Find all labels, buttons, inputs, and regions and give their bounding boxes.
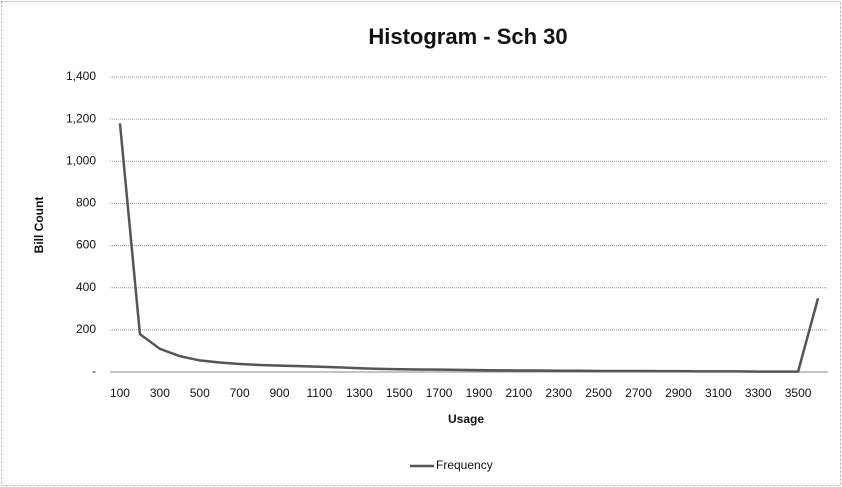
x-tick-label: 1300 — [346, 386, 373, 400]
x-tick-label: 300 — [150, 386, 170, 400]
x-axis-label: Usage — [448, 412, 484, 426]
x-tick-label: 2500 — [585, 386, 612, 400]
x-tick-label: 900 — [270, 386, 290, 400]
y-tick-label: 200 — [76, 322, 96, 336]
y-tick-label: - — [92, 364, 96, 378]
x-tick-label: 2700 — [625, 386, 652, 400]
x-tick-label: 500 — [190, 386, 210, 400]
x-tick-label: 700 — [230, 386, 250, 400]
chart-title: Histogram - Sch 30 — [368, 24, 567, 49]
x-tick-label: 2300 — [545, 386, 572, 400]
line-series — [118, 123, 820, 373]
x-tick-label: 3500 — [785, 386, 812, 400]
x-tick-label: 2900 — [665, 386, 692, 400]
y-tick-label: 1,200 — [66, 111, 96, 125]
y-tick-label: 400 — [76, 280, 96, 294]
y-axis-label: Bill Count — [32, 197, 46, 254]
x-tick-label: 3100 — [705, 386, 732, 400]
y-tick-label: 1,400 — [66, 69, 96, 83]
x-tick-label: 1700 — [426, 386, 453, 400]
x-tick-label: 2100 — [506, 386, 533, 400]
x-tick-label: 1500 — [386, 386, 413, 400]
y-tick-label: 800 — [76, 196, 96, 210]
y-tick-label: 600 — [76, 238, 96, 252]
legend-label: Frequency — [436, 458, 493, 472]
x-tick-label: 3300 — [745, 386, 772, 400]
x-tick-label: 1100 — [307, 386, 333, 400]
y-tick-label: 1,000 — [66, 153, 96, 167]
x-tick-label: 1900 — [466, 386, 493, 400]
x-tick-label: 100 — [110, 386, 130, 400]
